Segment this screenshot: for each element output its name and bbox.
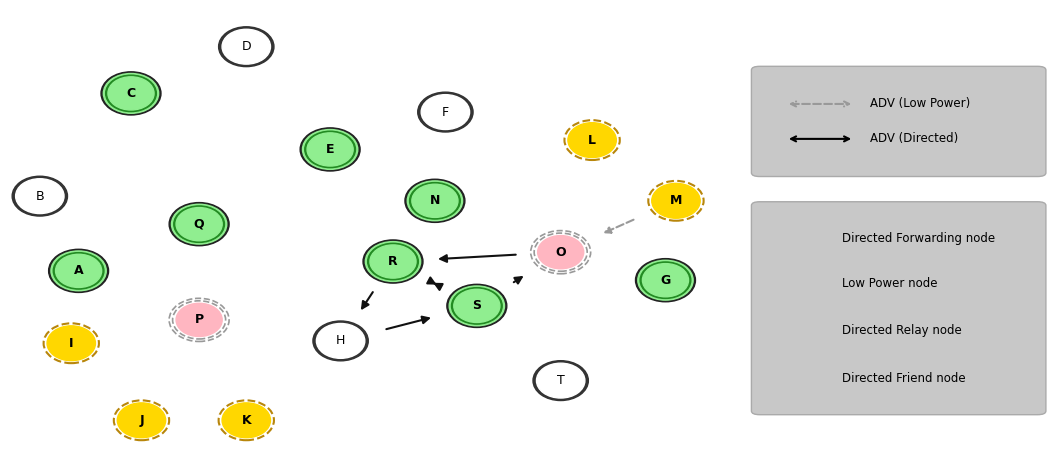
Ellipse shape bbox=[108, 77, 154, 110]
Ellipse shape bbox=[117, 403, 166, 438]
Ellipse shape bbox=[316, 324, 365, 358]
Ellipse shape bbox=[640, 262, 691, 298]
Ellipse shape bbox=[446, 284, 507, 327]
Text: Directed Relay node: Directed Relay node bbox=[842, 324, 961, 337]
Ellipse shape bbox=[56, 254, 102, 288]
Text: H: H bbox=[336, 334, 345, 347]
Ellipse shape bbox=[370, 245, 416, 278]
Ellipse shape bbox=[300, 128, 361, 171]
Ellipse shape bbox=[47, 326, 95, 361]
Ellipse shape bbox=[450, 286, 504, 326]
Text: C: C bbox=[127, 87, 135, 100]
Ellipse shape bbox=[421, 95, 470, 129]
Ellipse shape bbox=[101, 72, 161, 115]
Ellipse shape bbox=[777, 224, 816, 253]
Text: G: G bbox=[660, 274, 671, 287]
Ellipse shape bbox=[222, 29, 270, 64]
Ellipse shape bbox=[307, 133, 353, 166]
Text: N: N bbox=[430, 194, 440, 207]
Ellipse shape bbox=[635, 259, 696, 302]
Ellipse shape bbox=[418, 92, 473, 132]
Ellipse shape bbox=[776, 316, 817, 346]
Ellipse shape bbox=[777, 269, 816, 298]
Ellipse shape bbox=[410, 183, 460, 219]
Ellipse shape bbox=[454, 289, 500, 323]
Text: A: A bbox=[73, 264, 84, 277]
Ellipse shape bbox=[172, 204, 226, 244]
Ellipse shape bbox=[48, 249, 109, 292]
Text: T: T bbox=[556, 374, 565, 387]
Ellipse shape bbox=[305, 131, 355, 168]
Text: B: B bbox=[36, 190, 44, 203]
Ellipse shape bbox=[16, 179, 64, 213]
Text: M: M bbox=[670, 194, 682, 207]
Text: S: S bbox=[473, 299, 481, 312]
Ellipse shape bbox=[652, 184, 700, 218]
Text: L: L bbox=[588, 134, 596, 147]
Ellipse shape bbox=[53, 253, 104, 289]
Ellipse shape bbox=[452, 288, 502, 324]
Text: Directed Friend node: Directed Friend node bbox=[842, 372, 965, 385]
FancyBboxPatch shape bbox=[751, 202, 1046, 415]
Ellipse shape bbox=[222, 403, 270, 438]
Text: K: K bbox=[241, 414, 252, 427]
Text: ADV (Low Power): ADV (Low Power) bbox=[870, 98, 970, 111]
Ellipse shape bbox=[219, 27, 274, 67]
Ellipse shape bbox=[303, 129, 357, 170]
Ellipse shape bbox=[363, 240, 423, 283]
Text: O: O bbox=[555, 246, 566, 259]
Ellipse shape bbox=[405, 179, 465, 222]
Text: I: I bbox=[69, 337, 73, 350]
Ellipse shape bbox=[537, 363, 585, 398]
Ellipse shape bbox=[176, 303, 222, 337]
Ellipse shape bbox=[778, 365, 815, 392]
Text: Low Power node: Low Power node bbox=[842, 277, 937, 290]
Text: R: R bbox=[388, 255, 398, 268]
Text: Q: Q bbox=[194, 218, 204, 231]
Ellipse shape bbox=[412, 184, 458, 218]
Ellipse shape bbox=[773, 314, 820, 347]
Ellipse shape bbox=[366, 241, 420, 282]
Ellipse shape bbox=[533, 361, 588, 401]
Ellipse shape bbox=[169, 203, 230, 246]
Ellipse shape bbox=[104, 73, 158, 113]
Ellipse shape bbox=[773, 222, 820, 255]
Ellipse shape bbox=[13, 176, 67, 216]
Ellipse shape bbox=[778, 317, 815, 344]
Text: F: F bbox=[442, 106, 449, 119]
Ellipse shape bbox=[313, 321, 368, 361]
Text: D: D bbox=[241, 40, 252, 53]
Ellipse shape bbox=[638, 260, 693, 300]
Ellipse shape bbox=[772, 313, 821, 348]
Ellipse shape bbox=[368, 243, 418, 280]
Ellipse shape bbox=[174, 206, 224, 242]
Ellipse shape bbox=[642, 263, 689, 297]
Ellipse shape bbox=[408, 181, 462, 221]
Text: Directed Forwarding node: Directed Forwarding node bbox=[842, 232, 995, 245]
Ellipse shape bbox=[106, 75, 156, 112]
Text: J: J bbox=[139, 414, 144, 427]
Text: ADV (Directed): ADV (Directed) bbox=[870, 132, 958, 145]
Ellipse shape bbox=[568, 123, 616, 157]
Text: P: P bbox=[195, 313, 203, 326]
Ellipse shape bbox=[176, 207, 222, 241]
FancyBboxPatch shape bbox=[751, 66, 1046, 177]
Text: E: E bbox=[326, 143, 334, 156]
Ellipse shape bbox=[51, 251, 106, 291]
Ellipse shape bbox=[538, 235, 584, 269]
